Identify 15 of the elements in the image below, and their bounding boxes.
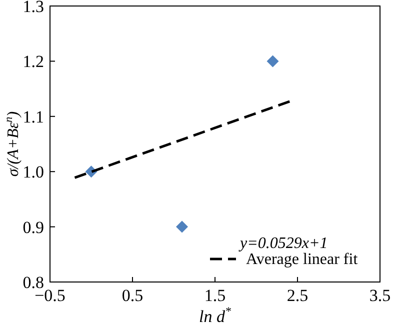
x-tick-label: 3.5 (369, 286, 391, 305)
point (266, 55, 279, 68)
y-tick-label: 0.9 (22, 218, 44, 237)
y-tick-label: 1.3 (22, 0, 44, 16)
point (176, 220, 188, 233)
y-tick-label: 1.0 (22, 162, 44, 182)
x-tick-label: 0.5 (122, 286, 144, 305)
x-tick-label: 2.5 (286, 286, 308, 305)
y-tick-label: 0.8 (22, 273, 44, 292)
y-tick-label: 1.1 (22, 107, 44, 126)
legend-label: Average linear fit (246, 251, 358, 268)
x-tick-label: 1.5 (204, 286, 226, 305)
x-axis-title: ln d$^{*}$ (199, 304, 232, 326)
y-tick-label: 1.2 (22, 52, 44, 72)
annotation: y=0.0529x+1 (238, 235, 328, 252)
